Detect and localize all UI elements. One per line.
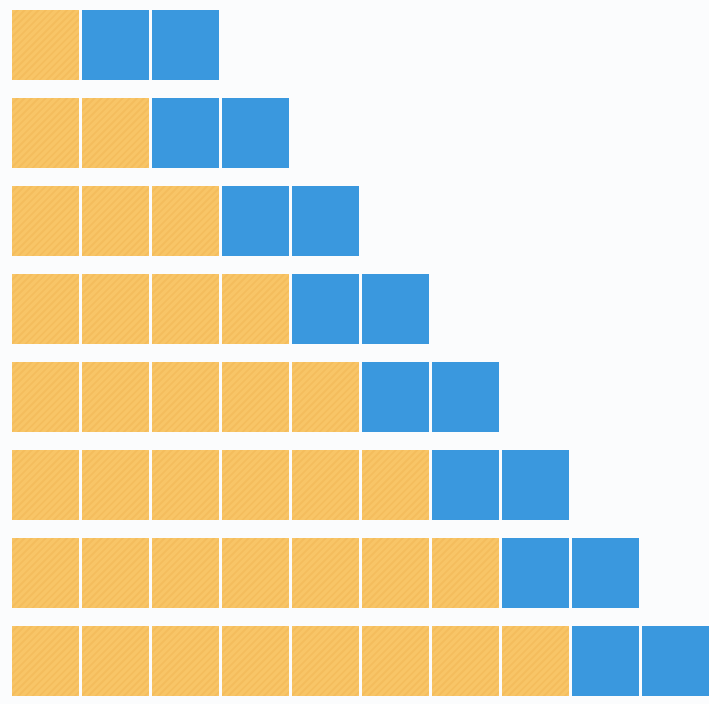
orange-square: [292, 450, 359, 520]
orange-square: [292, 538, 359, 608]
orange-square: [12, 626, 79, 696]
tile-row-5: [12, 362, 499, 432]
orange-square: [502, 626, 569, 696]
orange-square: [222, 538, 289, 608]
orange-square: [362, 450, 429, 520]
orange-square: [12, 538, 79, 608]
orange-square: [12, 362, 79, 432]
orange-square: [12, 186, 79, 256]
orange-square: [362, 626, 429, 696]
blue-square: [292, 186, 359, 256]
orange-square: [152, 274, 219, 344]
orange-square: [82, 538, 149, 608]
tile-row-8: [12, 626, 709, 696]
blue-square: [502, 450, 569, 520]
blue-square: [572, 538, 639, 608]
blue-square: [152, 98, 219, 168]
orange-square: [12, 274, 79, 344]
blue-square: [222, 186, 289, 256]
blue-square: [152, 10, 219, 80]
orange-square: [152, 626, 219, 696]
orange-square: [152, 362, 219, 432]
tile-row-1: [12, 10, 219, 80]
orange-square: [222, 626, 289, 696]
tile-row-7: [12, 538, 639, 608]
blue-square: [502, 538, 569, 608]
blue-square: [292, 274, 359, 344]
tile-row-3: [12, 186, 359, 256]
blue-square: [642, 626, 709, 696]
orange-square: [292, 362, 359, 432]
orange-square: [82, 450, 149, 520]
blue-square: [222, 98, 289, 168]
tile-row-4: [12, 274, 429, 344]
tile-row-6: [12, 450, 569, 520]
orange-square: [222, 274, 289, 344]
orange-square: [432, 538, 499, 608]
blue-square: [432, 362, 499, 432]
tile-row-2: [12, 98, 289, 168]
orange-square: [152, 186, 219, 256]
orange-square: [12, 10, 79, 80]
orange-square: [82, 362, 149, 432]
orange-square: [82, 274, 149, 344]
blue-square: [82, 10, 149, 80]
orange-square: [82, 98, 149, 168]
orange-square: [152, 450, 219, 520]
orange-square: [362, 538, 429, 608]
orange-square: [222, 450, 289, 520]
blue-square: [572, 626, 639, 696]
orange-square: [292, 626, 359, 696]
blue-square: [362, 362, 429, 432]
blue-square: [362, 274, 429, 344]
orange-square: [222, 362, 289, 432]
orange-square: [82, 626, 149, 696]
blue-square: [432, 450, 499, 520]
orange-square: [152, 538, 219, 608]
orange-square: [432, 626, 499, 696]
orange-square: [12, 450, 79, 520]
orange-square: [12, 98, 79, 168]
orange-square: [82, 186, 149, 256]
